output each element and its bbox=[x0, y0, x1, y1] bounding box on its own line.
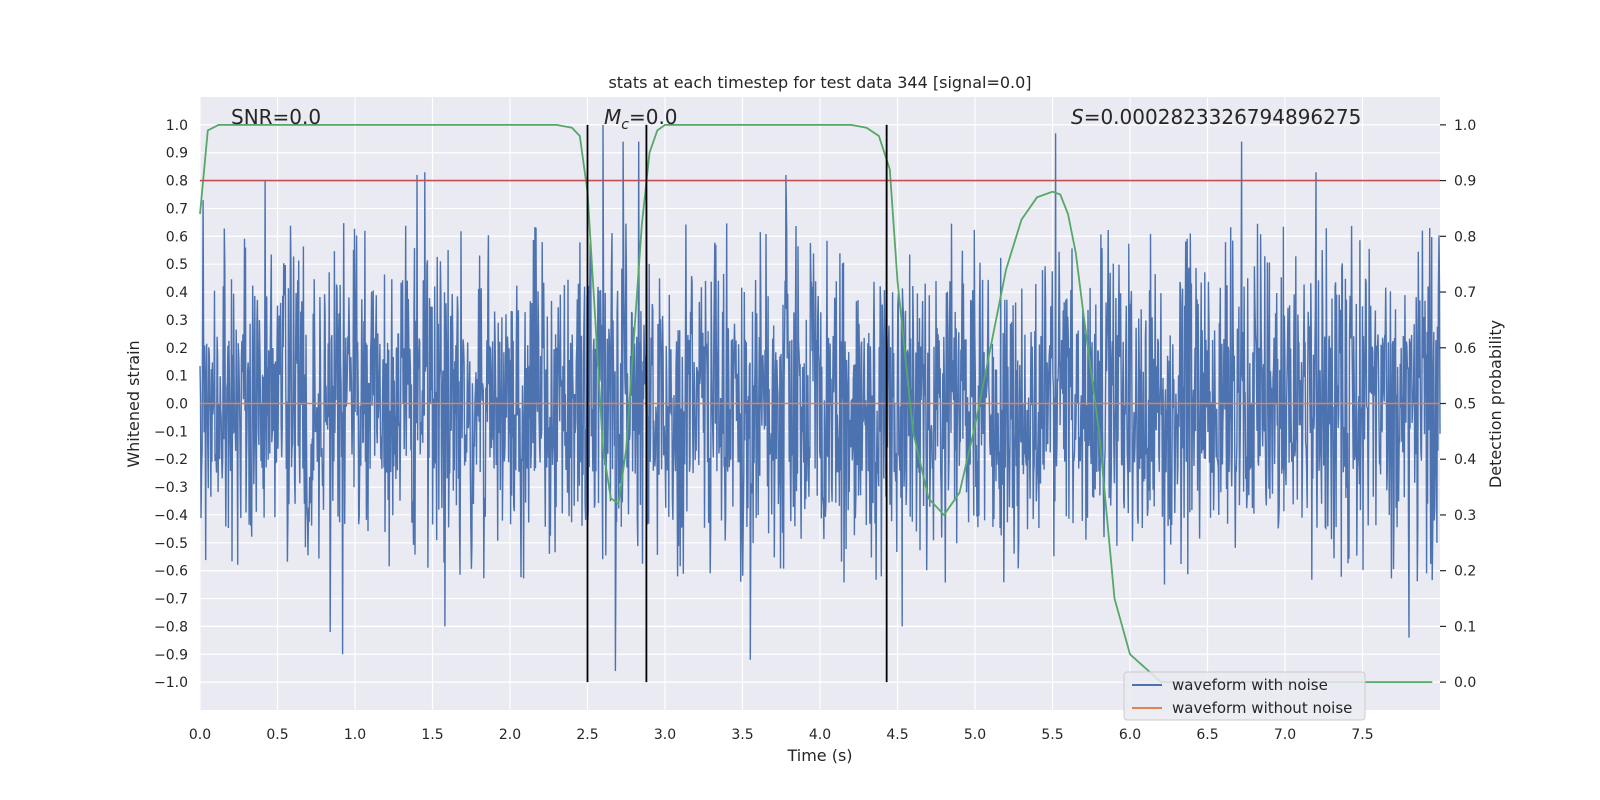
y2-tick-label: 0.9 bbox=[1454, 174, 1476, 190]
series-waveform-with-noise bbox=[199, 124, 1441, 672]
y2-tick-label: 0.5 bbox=[1454, 397, 1476, 413]
y-tick-label: 0.3 bbox=[166, 313, 188, 329]
y2-tick-label: 0.2 bbox=[1454, 564, 1476, 580]
y2-tick-label: 1.0 bbox=[1454, 118, 1476, 134]
y2-tick-label: 0.1 bbox=[1454, 619, 1476, 635]
x-tick-label: 4.0 bbox=[809, 727, 831, 743]
y-axis-ticks: −1.0 −0.9 −0.8 −0.7 −0.6 −0.5 −0.4 −0.3 −0.2 −0.1… bbox=[154, 118, 188, 691]
line-series bbox=[199, 124, 1440, 683]
noise-waveform bbox=[199, 124, 1441, 672]
s-symbol: S bbox=[1071, 105, 1084, 129]
x-tick-label: 2.5 bbox=[576, 727, 598, 743]
y2-tick-label: 0.7 bbox=[1454, 285, 1476, 301]
mc-symbol: M bbox=[604, 105, 621, 129]
x-tick-label: 7.5 bbox=[1351, 727, 1373, 743]
y-axis-label: Whitened strain bbox=[124, 340, 143, 467]
y-tick-label: 0.5 bbox=[166, 257, 188, 273]
mc-value: =0.0 bbox=[629, 105, 678, 129]
y-tick-label: 0.8 bbox=[166, 174, 188, 190]
x-tick-label: 6.0 bbox=[1119, 727, 1141, 743]
y-tick-label: −0.8 bbox=[154, 619, 188, 635]
y-tick-label: −0.6 bbox=[154, 564, 188, 580]
y2-tick-label: 0.8 bbox=[1454, 229, 1476, 245]
s-value: =0.0002823326794896275 bbox=[1084, 105, 1362, 129]
y-tick-label: −0.5 bbox=[154, 536, 188, 552]
y-tick-label: −0.4 bbox=[154, 508, 188, 524]
s-annotation: S=0.0002823326794896275 bbox=[1071, 105, 1361, 129]
y-tick-label: −0.7 bbox=[154, 592, 188, 608]
legend-label-without-noise: waveform without noise bbox=[1172, 699, 1352, 717]
y2-tick-label: 0.6 bbox=[1454, 341, 1476, 357]
mc-annotation: Mc=0.0 bbox=[604, 105, 678, 133]
snr-annotation: SNR=0.0 bbox=[231, 105, 321, 129]
y2-axis-ticks: 0.0 0.1 0.2 0.3 0.4 0.5 0.6 0.7 0.8 0.9 1.0 bbox=[1440, 118, 1476, 691]
x-tick-label: 3.5 bbox=[731, 727, 753, 743]
mc-subscript: c bbox=[621, 117, 629, 133]
y2-tick-label: 0.3 bbox=[1454, 508, 1476, 524]
x-tick-label: 5.5 bbox=[1041, 727, 1063, 743]
x-axis-ticks: 0.0 0.5 1.0 1.5 2.0 2.5 3.0 3.5 4.0 4.5 5.0 5.5 6.0 6… bbox=[189, 727, 1374, 743]
x-tick-label: 1.5 bbox=[421, 727, 443, 743]
y2-axis-label: Detection probability bbox=[1486, 320, 1505, 488]
y2-tick-label: 0.0 bbox=[1454, 675, 1476, 691]
y-tick-label: 0.0 bbox=[166, 397, 188, 413]
x-tick-label: 7.0 bbox=[1274, 727, 1296, 743]
x-axis-label: Time (s) bbox=[786, 746, 852, 765]
x-tick-label: 2.0 bbox=[499, 727, 521, 743]
y-tick-label: −0.3 bbox=[154, 480, 188, 496]
series-detection-probability bbox=[199, 124, 1433, 683]
y-tick-label: 0.1 bbox=[166, 369, 188, 385]
vertical-markers bbox=[586, 124, 888, 683]
x-tick-label: 3.0 bbox=[654, 727, 676, 743]
y-tick-label: 1.0 bbox=[166, 118, 188, 134]
x-tick-label: 0.0 bbox=[189, 727, 211, 743]
chart-title: stats at each timestep for test data 344… bbox=[608, 73, 1031, 92]
y-tick-label: 0.6 bbox=[166, 229, 188, 245]
y-tick-label: 0.9 bbox=[166, 146, 188, 162]
y-tick-label: 0.4 bbox=[166, 285, 188, 301]
y-tick-label: −0.1 bbox=[154, 424, 188, 440]
x-tick-label: 4.5 bbox=[886, 727, 908, 743]
legend: waveform with noise waveform without noi… bbox=[1123, 671, 1366, 721]
y2-tick-label: 0.4 bbox=[1454, 452, 1476, 468]
x-tick-label: 0.5 bbox=[266, 727, 288, 743]
y-tick-label: −1.0 bbox=[154, 675, 188, 691]
x-tick-label: 6.5 bbox=[1196, 727, 1218, 743]
legend-label-with-noise: waveform with noise bbox=[1172, 676, 1328, 694]
y-tick-label: −0.9 bbox=[154, 647, 188, 663]
y-tick-label: 0.2 bbox=[166, 341, 188, 357]
x-tick-label: 1.0 bbox=[344, 727, 366, 743]
legend-box bbox=[1123, 671, 1366, 721]
y-tick-label: −0.2 bbox=[154, 452, 188, 468]
y-tick-label: 0.7 bbox=[166, 201, 188, 217]
x-tick-label: 5.0 bbox=[964, 727, 986, 743]
